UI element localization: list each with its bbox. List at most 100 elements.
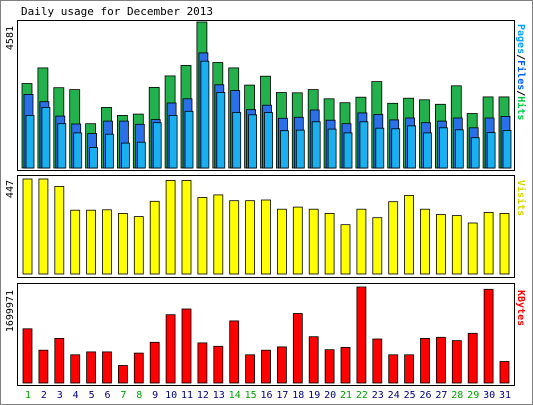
kbytes-bar-day-7: [118, 365, 128, 384]
pages-bar-day-17: [279, 130, 289, 169]
visits-bar-day-24: [388, 201, 399, 275]
day-label-4: 4: [73, 390, 79, 401]
day-label-8: 8: [136, 390, 142, 401]
pages-bar-day-3: [57, 123, 67, 169]
ylabel-pages: Pages: [515, 24, 526, 54]
day-label-11: 11: [181, 390, 193, 401]
visits-bar-day-3: [54, 185, 65, 275]
kbytes-bar-day-5: [86, 351, 96, 384]
day-label-5: 5: [89, 390, 95, 401]
visits-bar-day-29: [467, 222, 478, 275]
visits-bar-day-13: [213, 194, 224, 275]
pages-bar-day-6: [105, 133, 114, 169]
kbytes-bar-day-18: [292, 313, 303, 384]
day-label-31: 31: [499, 390, 511, 401]
pages-bar-day-22: [359, 121, 369, 169]
visits-bar-day-23: [372, 217, 383, 275]
kbytes-bar-day-24: [388, 354, 399, 384]
pages-bar-day-31: [502, 129, 512, 169]
day-label-24: 24: [388, 390, 400, 401]
day-label-1: 1: [25, 390, 31, 401]
kbytes-bar-day-28: [451, 340, 462, 384]
kbytes-bar-day-29: [467, 332, 478, 384]
kbytes-bar-day-17: [276, 346, 287, 384]
pages-bar-day-4: [73, 132, 83, 169]
visits-bar-day-21: [340, 224, 351, 275]
hits-ymax-label: 4581: [5, 26, 16, 50]
visits-bar-day-28: [451, 215, 462, 275]
pages-bar-day-29: [470, 137, 480, 169]
day-label-9: 9: [152, 390, 158, 401]
visits-bar-day-25: [404, 194, 415, 275]
pages-bar-day-9: [152, 122, 162, 169]
pages-bar-day-30: [486, 132, 496, 169]
kbytes-ymax-label: 1699971: [5, 290, 16, 332]
pages-bar-day-1: [25, 115, 35, 169]
ylabel-files: Files: [515, 60, 527, 90]
pages-bar-day-25: [407, 125, 417, 169]
day-label-17: 17: [276, 390, 288, 401]
kbytes-bar-day-22: [356, 286, 367, 384]
day-label-22: 22: [356, 390, 368, 401]
visits-bar-day-6: [102, 209, 112, 275]
chart-title: Daily usage for December 2013: [21, 5, 213, 18]
visits-bar-day-16: [261, 199, 271, 275]
kbytes-bar-day-10: [165, 314, 176, 384]
day-label-21: 21: [340, 390, 352, 401]
kbytes-bar-day-25: [404, 354, 415, 384]
day-label-29: 29: [467, 390, 479, 401]
pages-bar-day-14: [232, 112, 242, 169]
day-label-16: 16: [260, 390, 272, 401]
kbytes-panel-ylabel: KBytes: [515, 290, 526, 326]
day-label-2: 2: [41, 390, 47, 401]
visits-panel-ylabel: Visits: [515, 180, 527, 216]
kbytes-bar-day-1: [22, 328, 33, 384]
kbytes-bar-day-26: [420, 337, 430, 384]
pages-bar-day-24: [391, 128, 401, 169]
kbytes-bar-day-3: [54, 337, 65, 384]
visits-bar-day-5: [86, 209, 96, 275]
visits-bar-day-9: [149, 200, 160, 275]
day-label-6: 6: [104, 390, 110, 401]
bars-layer: [21, 21, 512, 384]
pages-bar-day-28: [454, 129, 464, 169]
kbytes-bar-day-23: [372, 338, 383, 384]
visits-bar-day-30: [483, 211, 494, 275]
visits-bar-day-8: [133, 216, 144, 275]
pages-bar-day-27: [438, 127, 448, 169]
pages-bar-day-18: [295, 129, 305, 169]
day-label-13: 13: [213, 390, 225, 401]
visits-bar-day-27: [435, 214, 446, 275]
day-label-3: 3: [57, 390, 63, 401]
day-label-30: 30: [483, 390, 495, 401]
day-label-14: 14: [229, 390, 241, 401]
day-label-26: 26: [419, 390, 431, 401]
day-label-27: 27: [435, 390, 447, 401]
kbytes-bar-day-19: [308, 336, 319, 384]
day-label-20: 20: [324, 390, 336, 401]
kbytes-bar-day-12: [197, 342, 208, 384]
pages-bar-day-21: [343, 132, 353, 169]
kbytes-bar-day-2: [38, 349, 49, 384]
pages-bar-day-11: [184, 110, 194, 169]
visits-bar-day-31: [499, 212, 510, 275]
day-label-12: 12: [197, 390, 209, 401]
kbytes-bar-day-15: [245, 354, 256, 384]
kbytes-bar-day-13: [213, 345, 224, 384]
kbytes-bar-day-21: [340, 346, 351, 384]
day-label-25: 25: [404, 390, 416, 401]
pages-bar-day-19: [311, 121, 321, 169]
day-label-7: 7: [120, 390, 126, 401]
visits-bar-day-20: [324, 212, 335, 275]
pages-bar-day-8: [136, 141, 146, 169]
visits-bar-day-22: [356, 208, 367, 275]
pages-bar-day-7: [121, 142, 130, 169]
kbytes-bar-day-31: [499, 361, 510, 384]
visits-bar-day-4: [70, 209, 81, 275]
ylabel-sep-1: /: [515, 54, 526, 60]
day-label-15: 15: [245, 390, 257, 401]
pages-bar-day-23: [375, 127, 385, 169]
visits-bar-day-18: [292, 206, 303, 275]
ylabel-sep-2: /: [515, 90, 526, 96]
